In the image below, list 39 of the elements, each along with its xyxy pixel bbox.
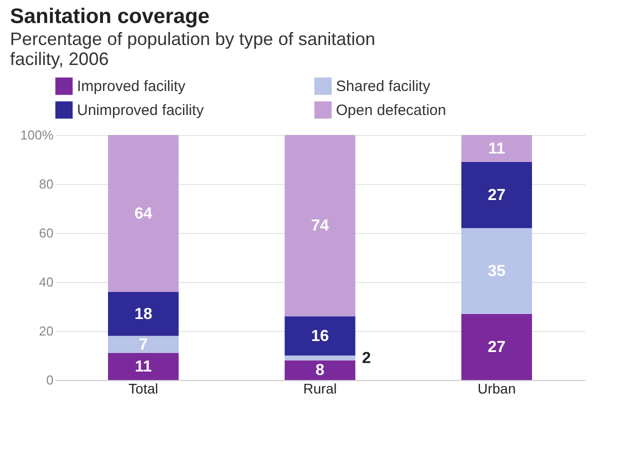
legend-label: Open defecation (336, 102, 446, 119)
y-tick-label: 40 (39, 274, 54, 290)
bar (461, 135, 532, 162)
legend-label: Unimproved facility (77, 102, 204, 119)
data-label: 2 (362, 350, 371, 367)
data-label: 7 (138, 336, 148, 354)
bar (108, 135, 179, 292)
data-label: 64 (134, 205, 152, 222)
bar (284, 360, 356, 380)
bar (108, 353, 179, 380)
bar (284, 356, 356, 360)
x-tick-label: Rural (303, 380, 337, 396)
data-label: 18 (134, 306, 152, 323)
y-tick-label: 20 (39, 324, 54, 338)
y-tick-label: 100% (20, 128, 54, 142)
data-label: 11 (134, 358, 152, 376)
x-tick-label: Total (128, 380, 158, 396)
data-label: 16 (311, 328, 329, 345)
legend-label: Improved facility (77, 78, 186, 96)
y-tick-label: 60 (39, 226, 54, 240)
y-tick-label: 0 (46, 372, 54, 388)
bar (461, 228, 532, 314)
bar (461, 314, 532, 380)
chart-subtitle: Percentage of population by type of sanitation facility, 2006 (10, 29, 376, 69)
x-tick-label: Urban (478, 380, 516, 396)
bar (461, 162, 532, 228)
data-label: 27 (488, 187, 506, 204)
data-label: 8 (316, 362, 325, 380)
data-label: 74 (311, 218, 329, 235)
bar (108, 292, 179, 336)
legend-label: Shared facility (336, 78, 431, 96)
data-label: 35 (488, 262, 506, 280)
chart-title: Sanitation coverage (10, 5, 210, 28)
bar (284, 316, 356, 356)
bar (284, 135, 356, 316)
bar (108, 336, 179, 354)
y-tick-label: 80 (39, 176, 54, 192)
data-label: 27 (488, 338, 506, 356)
data-label: 11 (488, 140, 506, 158)
